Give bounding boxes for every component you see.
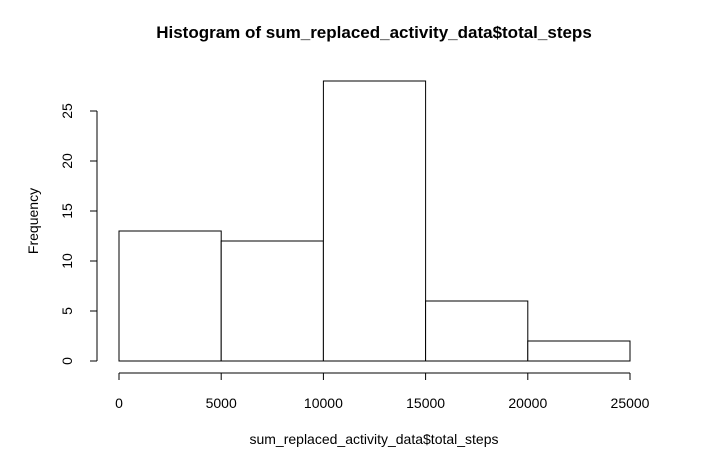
x-tick-label-5: 25000 xyxy=(611,395,650,411)
y-tick-label-3: 15 xyxy=(59,203,75,219)
y-tick-label-0: 0 xyxy=(59,357,75,365)
y-tick-label-2: 10 xyxy=(59,253,75,269)
chart-title: Histogram of sum_replaced_activity_data$… xyxy=(156,23,592,42)
y-tick-label-5: 25 xyxy=(59,103,75,119)
y-axis-label: Frequency xyxy=(25,188,41,254)
x-tick-label-2: 10000 xyxy=(304,395,343,411)
x-tick-label-3: 15000 xyxy=(406,395,445,411)
bars-group xyxy=(118,80,631,362)
x-tick-label-0: 0 xyxy=(115,395,123,411)
y-axis: 0 5 10 15 20 25 xyxy=(59,103,98,365)
y-tick-label-1: 5 xyxy=(59,307,75,315)
histogram-bar-1 xyxy=(220,240,324,362)
x-tick-label-1: 5000 xyxy=(206,395,237,411)
x-axis: 0 5000 10000 15000 20000 25000 xyxy=(115,372,650,411)
histogram-bar-2 xyxy=(322,80,427,362)
histogram-bar-0 xyxy=(118,230,222,362)
y-tick-label-4: 20 xyxy=(59,153,75,169)
x-axis-label: sum_replaced_activity_data$total_steps xyxy=(249,431,498,447)
histogram-bar-3 xyxy=(425,300,529,362)
histogram-bar-4 xyxy=(527,340,631,362)
x-tick-label-4: 20000 xyxy=(508,395,547,411)
